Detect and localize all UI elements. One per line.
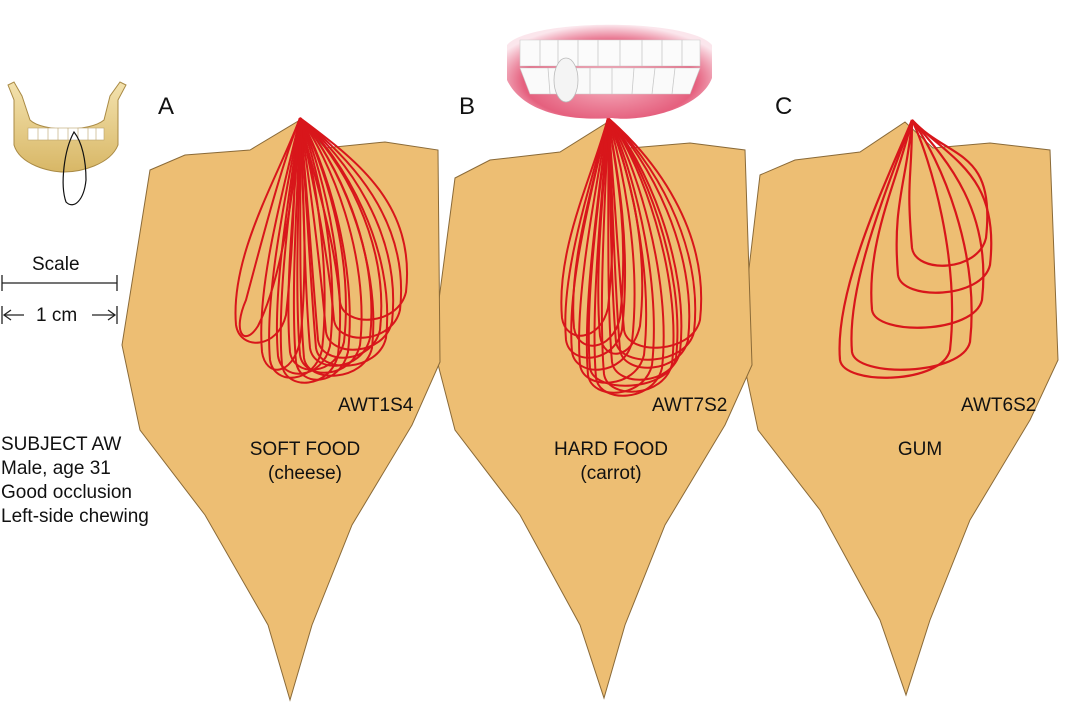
record-code-c: AWT6S2 bbox=[961, 395, 1037, 416]
trace-stroke bbox=[299, 117, 383, 359]
subject-line: Good occlusion bbox=[1, 482, 132, 503]
trace-stroke bbox=[895, 119, 993, 294]
chewing-trace-a bbox=[234, 117, 409, 384]
scale-bar bbox=[1, 275, 118, 324]
trace-stroke bbox=[238, 117, 301, 338]
teeth-icon bbox=[507, 24, 712, 119]
food-label-a: SOFT FOOD (cheese) bbox=[250, 438, 360, 486]
subject-info: SUBJECT AW Male, age 31 Good occlusion L… bbox=[1, 433, 149, 529]
trace-stroke bbox=[587, 117, 679, 387]
trace-stroke bbox=[299, 117, 395, 351]
food-note: (carrot) bbox=[580, 463, 642, 484]
subject-line: Male, age 31 bbox=[1, 458, 111, 479]
food-note: (cheese) bbox=[268, 463, 342, 484]
trace-stroke bbox=[607, 117, 683, 381]
record-code-b: AWT7S2 bbox=[652, 395, 728, 416]
trace-stroke bbox=[275, 117, 334, 375]
trace-stroke bbox=[597, 117, 644, 355]
trace-stroke bbox=[607, 117, 697, 361]
trace-stroke bbox=[299, 117, 403, 339]
trace-stroke bbox=[838, 119, 954, 379]
mandible-icon bbox=[7, 81, 127, 206]
panel-label-b: B bbox=[459, 93, 476, 120]
trace-stroke bbox=[600, 117, 675, 393]
envelope-shape-b bbox=[432, 121, 753, 700]
trace-stroke bbox=[607, 117, 703, 349]
trace-stroke bbox=[593, 117, 665, 397]
scale-title: Scale bbox=[32, 254, 80, 275]
trace-stroke bbox=[570, 117, 636, 371]
trace-stroke bbox=[296, 117, 363, 374]
chewing-trace-b bbox=[560, 117, 703, 397]
food-name: GUM bbox=[897, 439, 943, 460]
trace-stroke bbox=[572, 117, 625, 347]
food-label-c: GUM bbox=[898, 438, 942, 462]
panel-label-c: C bbox=[775, 93, 793, 120]
envelope-shape-c bbox=[739, 121, 1059, 697]
chewing-trace-c bbox=[838, 119, 993, 379]
subject-line: SUBJECT AW bbox=[1, 434, 122, 455]
record-code-a: AWT1S4 bbox=[338, 395, 414, 416]
trace-stroke bbox=[299, 117, 375, 377]
scale-value: 1 cm bbox=[36, 305, 78, 326]
trace-stroke bbox=[607, 117, 691, 369]
food-label-b: HARD FOOD (carrot) bbox=[554, 438, 668, 486]
envelope-shape-a bbox=[121, 119, 441, 702]
subject-line: Left-side chewing bbox=[1, 506, 149, 527]
food-name: HARD FOOD bbox=[554, 439, 668, 460]
food-name: SOFT FOOD bbox=[249, 439, 361, 460]
trace-stroke bbox=[908, 119, 989, 267]
trace-stroke bbox=[850, 119, 973, 371]
trace-stroke bbox=[299, 117, 389, 367]
panel-label-a: A bbox=[158, 93, 175, 120]
trace-stroke bbox=[292, 117, 351, 381]
trace-stroke bbox=[870, 119, 985, 329]
